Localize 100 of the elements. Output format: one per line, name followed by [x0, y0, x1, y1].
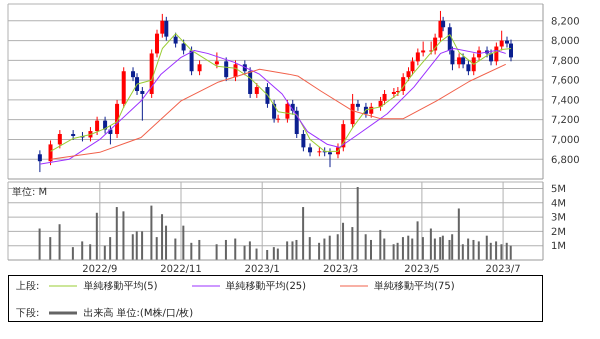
candlestick [160, 13, 164, 38]
candlestick [461, 52, 466, 69]
y-tick-label: 7,000 [551, 135, 580, 146]
bar [308, 237, 311, 260]
legend-label: 単純移動平均(75) [374, 280, 455, 293]
bar [244, 246, 246, 260]
x-tick-label: 2022/9 [82, 264, 118, 276]
y-tick-label: 7,600 [551, 76, 580, 87]
bar [295, 240, 298, 260]
bar [198, 240, 200, 260]
candlestick [154, 29, 159, 58]
legend-title: 下段: [16, 307, 40, 320]
bar [104, 246, 106, 260]
bar [38, 228, 41, 260]
candlestick [392, 88, 396, 98]
bar [439, 237, 442, 260]
bar [442, 236, 444, 260]
x-tick-label: 2023/5 [404, 264, 440, 276]
candlestick [350, 93, 355, 129]
bar [234, 238, 236, 260]
bar [96, 212, 98, 260]
y-tick-label: 3M [551, 212, 566, 224]
bar [302, 207, 304, 260]
bar [72, 247, 74, 260]
y-tick-label: 7,200 [551, 115, 580, 126]
line-series [50, 64, 506, 160]
bar [411, 238, 414, 260]
bar [490, 242, 492, 260]
candlestick [248, 66, 252, 98]
bar [248, 241, 251, 260]
candlestick [301, 130, 306, 152]
y-tick-label: 5M [551, 184, 566, 195]
bar [336, 234, 339, 260]
x-tick-label: 2023/7 [485, 264, 521, 276]
bar [291, 241, 294, 260]
legend-label: 出来高 単位:(M株/口/枚) [83, 306, 194, 320]
bar [451, 234, 454, 260]
bar [318, 242, 320, 260]
y-tick-label: 4M [551, 198, 566, 210]
bar [136, 231, 138, 260]
bar [379, 230, 382, 260]
bar [81, 241, 84, 260]
candlestick [356, 99, 360, 112]
bar [109, 237, 112, 260]
bar [392, 244, 395, 260]
y-tick-label: 6,800 [551, 154, 580, 166]
bar [174, 238, 176, 260]
candlestick [224, 56, 228, 82]
bar [49, 237, 52, 260]
bar [351, 227, 354, 260]
bar [462, 244, 464, 260]
candlestick [466, 60, 470, 76]
y-tick-label: 2M [551, 226, 566, 238]
bar [58, 224, 61, 260]
bar [383, 238, 386, 260]
candlestick [500, 30, 504, 51]
candlestick [328, 148, 332, 168]
candlestick [457, 52, 462, 69]
bar [328, 236, 331, 260]
y-tick-label: 8,000 [551, 36, 580, 48]
bar [256, 248, 258, 260]
bar [500, 244, 502, 260]
bar [364, 234, 367, 260]
bar [150, 206, 152, 260]
bar [216, 244, 218, 260]
x-tick-label: 2023/1 [244, 264, 280, 276]
bar [342, 222, 344, 260]
candlestick [198, 60, 202, 76]
bar [356, 187, 359, 260]
candlestick [441, 16, 446, 32]
bar [132, 234, 134, 260]
legend-label: 単純移動平均(25) [226, 280, 306, 293]
candlestick [421, 41, 426, 57]
candlestick [174, 32, 178, 48]
bar [422, 237, 424, 260]
bar [472, 240, 474, 260]
y-tick-label: 7,800 [551, 56, 580, 67]
bar [430, 228, 432, 260]
candlestick [265, 82, 270, 108]
candlestick [308, 142, 312, 157]
candlestick [214, 52, 219, 69]
bar [161, 214, 164, 260]
bar [156, 237, 158, 260]
bar [272, 247, 275, 260]
annotation: 単位: M [12, 186, 48, 199]
bar [266, 250, 268, 260]
candlestick [140, 86, 144, 122]
bar [89, 244, 92, 260]
bar [467, 238, 470, 260]
candlestick [95, 116, 100, 136]
legend-label: 単純移動平均(5) [83, 280, 158, 293]
bar [141, 231, 144, 260]
bar [458, 208, 460, 260]
bar [224, 240, 227, 260]
candlestick [190, 46, 194, 76]
bar [510, 246, 512, 260]
bar [495, 241, 498, 260]
bar [276, 248, 279, 260]
candlestick [254, 82, 259, 98]
y-tick-label: 7,400 [551, 95, 580, 106]
